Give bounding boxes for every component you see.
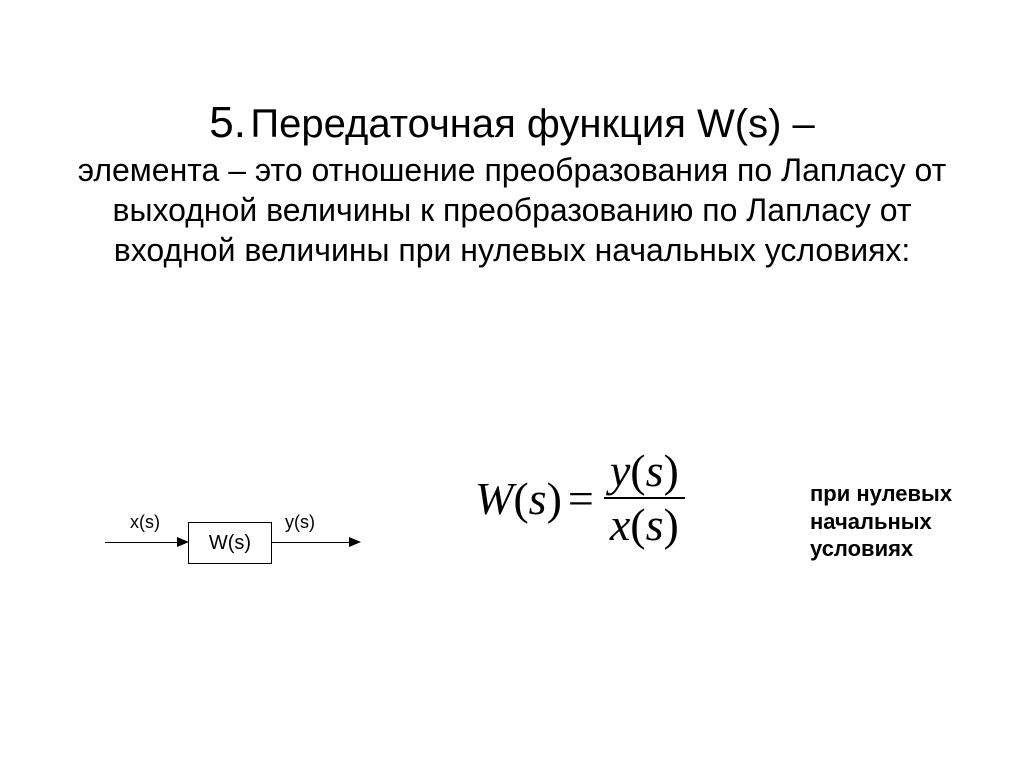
condition-note: при нулевых начальных условиях — [810, 480, 990, 563]
formula-denominator: x(s) — [604, 499, 685, 551]
formula-lparen-2: ( — [630, 445, 645, 496]
formula-num-arg: s — [646, 445, 664, 496]
formula-fraction: y(s) x(s) — [604, 445, 685, 552]
formula-den-arg: s — [646, 499, 664, 550]
diagram-input-label: x(s) — [130, 512, 160, 533]
diagram-block-label: W(s) — [209, 532, 251, 554]
heading-title-sub: элемента – это отношение преобразования … — [78, 152, 947, 268]
formula-lhs-arg: s — [529, 472, 547, 525]
formula-numerator: y(s) — [604, 445, 685, 497]
diagram-input-arrow-line — [105, 542, 180, 543]
formula-rparen-3: ) — [664, 499, 679, 550]
heading-number: 5. — [209, 98, 246, 147]
slide-heading: 5. Передаточная функция W(s) – элемента … — [50, 95, 974, 270]
formula-rparen-2: ) — [664, 445, 679, 496]
formula-lparen-3: ( — [630, 499, 645, 550]
diagram-output-arrow-line — [272, 542, 352, 543]
transfer-function-formula: W (s) = y(s) x(s) — [475, 445, 685, 552]
formula-equals: = — [568, 472, 594, 525]
formula-den-var: x — [610, 499, 630, 550]
diagram-output-label: y(s) — [285, 512, 315, 533]
diagram-output-arrow-head — [349, 537, 361, 547]
formula-lparen-1: ( — [513, 472, 528, 525]
formula-W: W — [475, 472, 513, 525]
heading-title-main: Передаточная функция W(s) – — [250, 102, 814, 146]
content-row: x(s) W(s) y(s) W (s) = y(s) x(s) — [0, 470, 1024, 640]
diagram-block: W(s) — [188, 522, 272, 564]
formula-num-var: y — [610, 445, 630, 496]
block-diagram: x(s) W(s) y(s) — [105, 500, 365, 590]
formula-rparen-1: ) — [547, 472, 562, 525]
slide: 5. Передаточная функция W(s) – элемента … — [0, 0, 1024, 767]
